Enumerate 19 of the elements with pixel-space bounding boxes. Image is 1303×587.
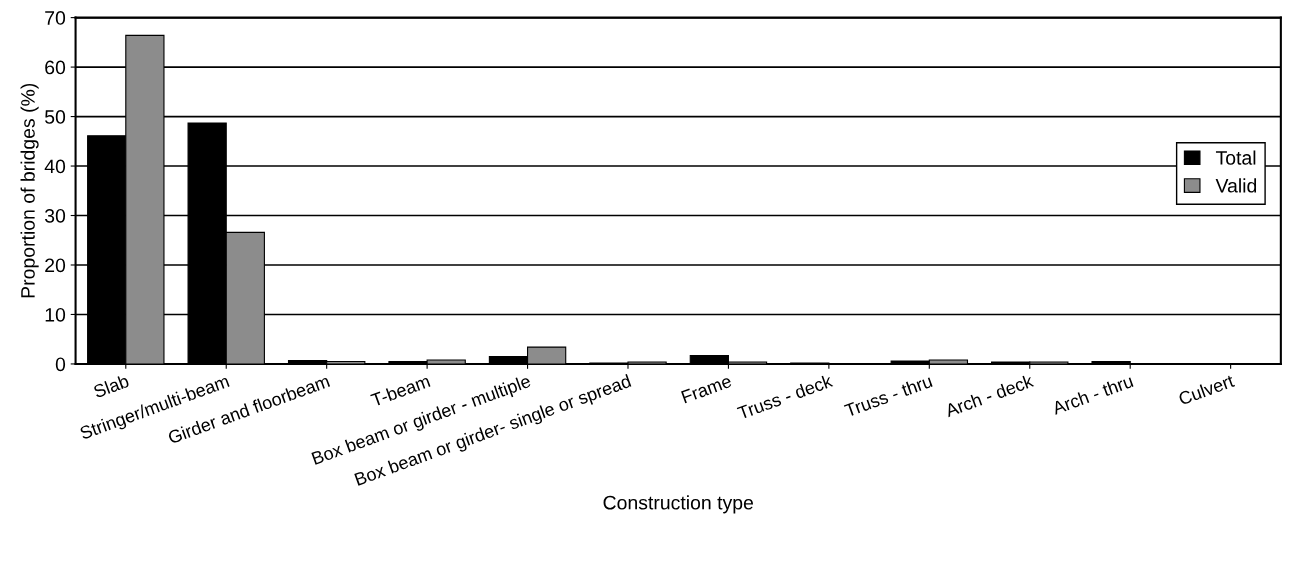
x-axis-title: Construction type <box>603 495 754 514</box>
x-tick-label: Arch - thru <box>1051 374 1134 415</box>
y-tick-label: 20 <box>45 258 66 273</box>
y-tick-label: 50 <box>45 110 66 124</box>
y-tick-label: 70 <box>45 11 66 25</box>
x-tick-label: Truss - thru <box>843 374 933 418</box>
x-tick-label: Arch - deck <box>943 373 1035 418</box>
y-axis-title: Proportion of bridges (%) <box>20 83 39 298</box>
y-tick-label: 0 <box>55 357 66 372</box>
x-tick-label: Frame <box>681 374 733 404</box>
legend-label: Total <box>1215 150 1256 165</box>
y-tick-label: 30 <box>44 208 66 223</box>
x-tick-label: Culvert <box>1177 373 1236 406</box>
x-tick-label: Truss - deck <box>736 373 834 420</box>
y-tick-label: 10 <box>45 307 66 322</box>
legend-label: Valid <box>1215 178 1257 193</box>
y-tick-label: 60 <box>45 60 66 75</box>
y-tick-label: 40 <box>44 159 66 174</box>
x-tick-label: T-beam <box>369 374 431 407</box>
